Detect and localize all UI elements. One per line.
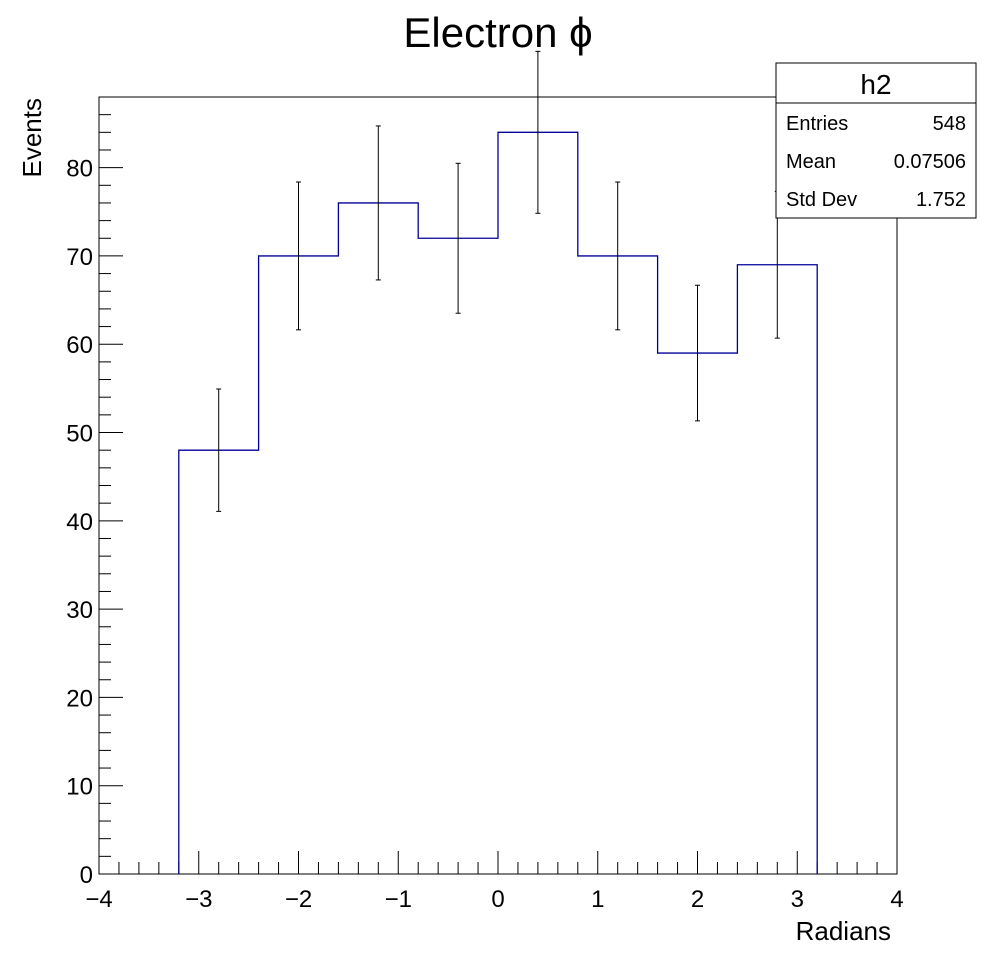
stats-label: Entries — [786, 113, 848, 135]
y-tick-label: 10 — [66, 774, 93, 801]
y-tick-label: 0 — [80, 862, 93, 889]
stats-box — [775, 62, 977, 219]
error-bar — [455, 162, 461, 314]
histogram-outline — [178, 131, 818, 874]
y-tick-label: 30 — [66, 597, 93, 624]
x-tick-label: −1 — [385, 886, 412, 913]
x-axis-label: Radians — [796, 916, 891, 946]
x-tick-label: 2 — [691, 886, 704, 913]
x-tick-label: 1 — [591, 886, 604, 913]
y-tick-label: 70 — [66, 244, 93, 271]
error-bar — [695, 284, 700, 422]
error-bar — [216, 388, 222, 512]
chart-title: Electron ϕ — [403, 9, 592, 56]
error-bar — [375, 125, 381, 281]
stats-label: Std Dev — [786, 189, 857, 211]
y-tick-label: 60 — [66, 332, 93, 359]
y-tick-label: 80 — [66, 156, 93, 183]
y-tick-label: 40 — [66, 509, 93, 536]
x-tick-label: 3 — [791, 886, 804, 913]
error-bar — [296, 181, 301, 331]
y-tick-label: 20 — [66, 685, 93, 712]
stats-value: 1.752 — [916, 189, 966, 211]
stats-title: h2 — [860, 69, 891, 100]
x-tick-label: −4 — [85, 886, 112, 913]
x-tick-label: 0 — [491, 886, 504, 913]
x-tick-label: −3 — [185, 886, 212, 913]
error-bar — [535, 50, 541, 214]
x-tick-label: 4 — [890, 886, 903, 913]
y-tick-label: 50 — [66, 421, 93, 448]
x-tick-label: −2 — [285, 886, 312, 913]
y-axis-label: Events — [17, 98, 47, 178]
stats-value: 0.07506 — [894, 151, 966, 173]
stats-label: Mean — [786, 151, 836, 173]
error-bar — [615, 181, 621, 331]
stats-value: 548 — [933, 113, 966, 135]
